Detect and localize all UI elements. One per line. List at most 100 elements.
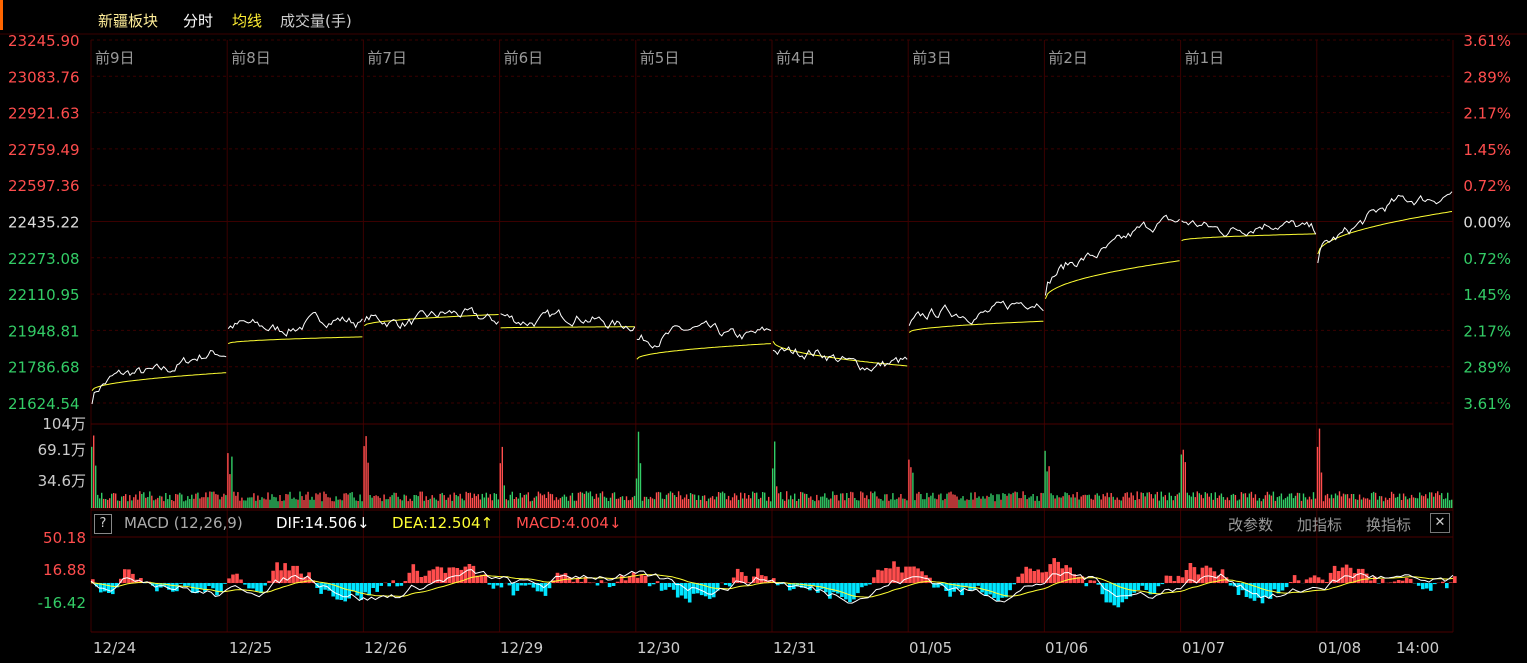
macd-bar — [499, 583, 504, 588]
volume-bar — [1204, 492, 1206, 508]
macd-bar — [459, 569, 464, 583]
macd-bar — [1324, 582, 1329, 583]
price-line-12/29 — [500, 308, 636, 332]
volume-bar — [419, 491, 421, 508]
volume-bar — [159, 495, 161, 508]
volume-bar — [1118, 499, 1120, 508]
volume-bar — [1068, 495, 1070, 508]
macd-bar — [627, 576, 632, 583]
volume-bar — [942, 500, 944, 508]
volume-bar — [1320, 472, 1323, 508]
volume-bar — [93, 435, 95, 508]
volume-bar — [1290, 493, 1293, 508]
macd-bar — [527, 583, 532, 585]
macd-bar — [467, 564, 472, 583]
volume-bar — [1192, 492, 1194, 508]
right-tick-label: 2.17% — [1463, 322, 1511, 340]
macd-bar — [1352, 573, 1357, 583]
volume-bar — [105, 499, 107, 508]
macd-bar — [575, 577, 580, 583]
macd-bar — [651, 583, 656, 585]
macd-indicator-name: MACD (12,26,9) — [124, 514, 243, 532]
volume-bar — [555, 497, 558, 508]
right-tick-label: 3.61% — [1463, 32, 1511, 50]
macd-bar — [840, 583, 844, 597]
volume-bar — [876, 496, 878, 508]
volume-bar — [938, 494, 940, 508]
volume-bar — [868, 499, 870, 508]
volume-bar — [561, 496, 564, 508]
volume-bar — [966, 499, 968, 508]
macd-bar — [559, 574, 564, 583]
volume-bar — [331, 501, 333, 508]
day-label: 前7日 — [367, 49, 407, 67]
macd-bar — [972, 583, 976, 590]
volume-bar — [689, 493, 692, 508]
volume-bar — [822, 496, 824, 508]
macd-bar — [1112, 583, 1117, 606]
macd-bar — [399, 583, 404, 586]
volume-bar — [888, 500, 890, 508]
volume-bar — [1176, 494, 1178, 508]
macd-bar — [659, 583, 664, 591]
volume-bar — [95, 465, 97, 508]
macd-bar — [235, 573, 239, 583]
tab-fenshi[interactable]: 分时 — [183, 12, 214, 30]
volume-bar — [263, 498, 265, 508]
volume-bar — [1144, 496, 1146, 508]
tab-junxian[interactable]: 均线 — [232, 12, 263, 30]
volume-bar — [1122, 496, 1124, 508]
add-indicator-button[interactable]: 加指标 — [1297, 516, 1343, 534]
volume-bar — [713, 499, 716, 508]
volume-bar — [643, 496, 646, 508]
volume-bar — [675, 497, 678, 508]
volume-bar — [1190, 496, 1192, 508]
volume-bar — [647, 499, 650, 508]
macd-bar — [495, 583, 500, 586]
switch-indicator-button[interactable]: 换指标 — [1366, 516, 1412, 534]
macd-bar — [1108, 583, 1113, 603]
volume-bar — [507, 500, 509, 508]
macd-bar — [395, 583, 400, 587]
volume-bar — [750, 498, 752, 508]
volume-bar — [1362, 497, 1365, 508]
date-tick-label: 12/29 — [500, 639, 543, 657]
volume-bar — [782, 499, 784, 508]
volume-bar — [141, 494, 143, 508]
macd-bar — [319, 583, 323, 594]
close-icon[interactable]: ✕ — [1430, 513, 1450, 533]
macd-bar — [1421, 583, 1425, 590]
volume-bar — [543, 494, 546, 508]
volume-bar — [914, 500, 916, 508]
macd-bar — [643, 575, 648, 583]
volume-bar — [1062, 496, 1064, 508]
left-tick-label: 22921.63 — [8, 105, 80, 123]
volume-bar — [535, 496, 538, 508]
volume-bar — [846, 493, 848, 508]
volume-bar — [1134, 500, 1136, 508]
volume-bar — [1266, 491, 1269, 508]
macd-bar — [1296, 580, 1301, 583]
volume-bar — [399, 499, 401, 508]
macd-bar — [687, 583, 692, 603]
volume-bar — [1034, 500, 1036, 508]
volume-bar — [467, 493, 469, 508]
volume-bar — [641, 500, 644, 508]
macd-bar — [876, 569, 880, 583]
volume-bar — [804, 493, 806, 508]
volume-bar — [1012, 492, 1014, 508]
macd-bar — [515, 583, 520, 591]
volume-bar — [950, 491, 952, 508]
macd-bar — [131, 573, 135, 583]
volume-bar — [387, 499, 389, 508]
macd-bar — [780, 583, 784, 585]
volume-bar — [207, 497, 209, 508]
tab-volume[interactable]: 成交量(手) — [280, 12, 352, 30]
modify-params-button[interactable]: 改参数 — [1228, 516, 1274, 534]
volume-bar — [1128, 497, 1130, 508]
macd-bar — [1220, 569, 1225, 583]
help-button[interactable]: ? — [94, 514, 112, 534]
price-line-12/30 — [636, 320, 772, 349]
volume-bar — [283, 500, 285, 508]
right-tick-label: 3.61% — [1463, 395, 1511, 413]
